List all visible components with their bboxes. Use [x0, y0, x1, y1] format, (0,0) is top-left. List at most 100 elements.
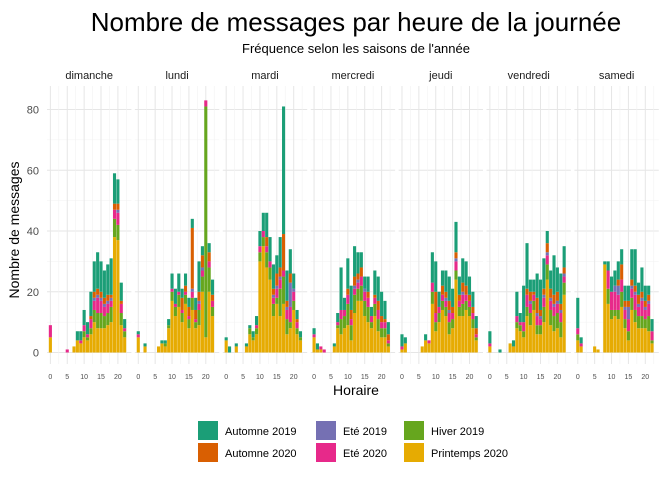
bar-mardi-h0-automne-2019	[224, 337, 228, 341]
bar-lundi-h15-printemps-2020	[187, 328, 191, 353]
bar-vendredi-h13-printemps-2020	[532, 309, 536, 353]
bar-vendredi-h20-automne-2019	[555, 267, 559, 292]
bar-samedi-h14-printemps-2020	[623, 328, 627, 353]
bar-mercredi-h16-printemps-2020	[366, 322, 370, 353]
bar-jeudi-h7-printemps-2020	[424, 340, 428, 353]
bar-samedi-h16-eté-2019	[630, 285, 634, 289]
bar-mercredi-h8-automne-2019	[339, 267, 343, 310]
x-tick-label: 10	[168, 374, 176, 381]
bar-jeudi-h0-eté-2020	[400, 346, 404, 350]
x-tick-label: 20	[378, 374, 386, 381]
bar-mardi-h10-automne-2019	[258, 231, 262, 247]
bar-mercredi-h18-eté-2020	[373, 297, 377, 304]
bar-dimanche-h22-printemps-2020	[123, 337, 127, 353]
bar-samedi-h20-automne-2019	[643, 285, 647, 301]
bar-dimanche-h8-printemps-2020	[75, 340, 79, 353]
bar-vendredi-h20-hiver-2019	[555, 313, 559, 329]
bar-vendredi-h8-eté-2020	[515, 316, 519, 323]
bar-jeudi-h10-hiver-2019	[434, 322, 438, 332]
bar-jeudi-h17-automne-2020	[457, 294, 461, 301]
bar-samedi-h11-hiver-2019	[613, 309, 617, 317]
bar-dimanche-h22-eté-2020	[123, 328, 127, 332]
bar-mardi-h19-automne-2019	[288, 249, 292, 274]
bar-jeudi-h22-automne-2019	[474, 316, 478, 329]
bar-vendredi-h0-printemps-2020	[488, 346, 492, 353]
bar-dimanche-h15-eté-2019	[99, 297, 103, 301]
bar-jeudi-h15-eté-2020	[451, 313, 455, 320]
bar-mardi-h15-printemps-2020	[275, 303, 279, 353]
bar-jeudi-h10-automne-2019	[434, 261, 438, 292]
bars-layer	[48, 100, 654, 353]
bar-mercredi-h19-eté-2020	[376, 309, 380, 320]
bar-vendredi-h19-eté-2020	[552, 306, 556, 317]
bar-vendredi-h10-hiver-2019	[522, 331, 526, 338]
bar-mercredi-h14-printemps-2020	[359, 300, 363, 353]
bar-mercredi-h9-automne-2019	[342, 297, 347, 310]
bar-jeudi-h15-automne-2019	[451, 288, 455, 307]
bar-samedi-h15-eté-2020	[626, 319, 630, 332]
bar-mercredi-h22-printemps-2020	[386, 346, 390, 353]
bar-mercredi-h9-printemps-2020	[342, 328, 347, 353]
bar-samedi-h15-hiver-2019	[626, 331, 630, 341]
bar-vendredi-h12-hiver-2019	[528, 313, 532, 326]
bar-samedi-h22-eté-2020	[650, 331, 654, 341]
bar-dimanche-h16-eté-2019	[102, 303, 106, 307]
bar-dimanche-h19-printemps-2020	[112, 237, 117, 353]
bar-samedi-h19-automne-2020	[640, 291, 644, 298]
bar-vendredi-h9-automne-2019	[518, 313, 522, 323]
y-tick-label: 80	[27, 105, 39, 117]
y-tick-label: 20	[27, 287, 39, 299]
bar-mercredi-h19-printemps-2020	[376, 331, 380, 353]
bar-jeudi-h6-printemps-2020	[420, 346, 424, 353]
bar-jeudi-h18-eté-2019	[461, 291, 465, 295]
bar-mercredi-h15-printemps-2020	[363, 316, 367, 353]
bar-lundi-h19-hiver-2019	[200, 276, 204, 292]
bar-vendredi-h11-automne-2020	[525, 288, 529, 295]
bar-mercredi-h12-printemps-2020	[353, 313, 357, 353]
bar-samedi-h19-printemps-2020	[640, 328, 644, 353]
bar-samedi-h16-hiver-2019	[630, 297, 634, 310]
bar-dimanche-h20-hiver-2019	[116, 224, 120, 241]
bar-jeudi-h18-automne-2019	[461, 258, 465, 283]
bar-mercredi-h18-automne-2020	[373, 294, 377, 298]
bar-vendredi-h9-hiver-2019	[518, 325, 522, 332]
bar-jeudi-h16-eté-2020	[454, 261, 458, 271]
bar-samedi-h20-eté-2020	[643, 309, 647, 320]
bar-samedi-h0-automne-2019	[576, 297, 580, 329]
bar-dimanche-h12-printemps-2020	[89, 334, 93, 353]
bar-vendredi-h11-eté-2020	[525, 294, 529, 307]
bar-vendredi-h19-automne-2019	[552, 255, 556, 295]
bar-vendredi-h21-printemps-2020	[559, 337, 563, 353]
x-tick-label: 10	[256, 374, 264, 381]
bar-jeudi-h11-eté-2020	[437, 306, 441, 314]
bar-vendredi-h12-automne-2020	[528, 291, 532, 301]
bar-mardi-h18-automne-2020	[285, 300, 289, 307]
bar-mardi-h17-automne-2019	[282, 106, 286, 235]
bar-samedi-h19-eté-2020	[640, 300, 644, 317]
bar-samedi-h21-eté-2020	[647, 303, 651, 317]
bar-lundi-h16-automne-2020	[190, 227, 194, 289]
bar-mercredi-h11-automne-2019	[349, 285, 353, 310]
bar-dimanche-h0-printemps-2020	[48, 337, 52, 353]
bar-jeudi-h12-hiver-2019	[440, 300, 445, 310]
bar-jeudi-h18-automne-2020	[461, 282, 465, 292]
bar-jeudi-h19-automne-2020	[464, 285, 468, 295]
legend-swatch	[198, 421, 218, 440]
bar-jeudi-h13-eté-2019	[444, 297, 448, 301]
bar-jeudi-h15-automne-2020	[451, 306, 455, 314]
x-tick-label: 0	[48, 374, 52, 381]
bar-jeudi-h14-automne-2020	[447, 300, 451, 310]
bar-mercredi-h13-automne-2019	[356, 252, 360, 274]
bar-mardi-h1-automne-2019	[227, 346, 232, 353]
x-tick-label: 5	[593, 374, 597, 381]
bar-mardi-h9-hiver-2019	[255, 328, 259, 335]
bar-mardi-h11-hiver-2019	[261, 237, 265, 247]
bar-mercredi-h7-eté-2020	[336, 322, 340, 326]
x-tick-label: 15	[97, 374, 105, 381]
bar-lundi-h18-printemps-2020	[197, 325, 201, 353]
bar-samedi-h9-printemps-2020	[606, 303, 610, 353]
bar-mardi-h12-hiver-2019	[265, 252, 269, 268]
bar-mardi-h15-eté-2020	[275, 288, 279, 298]
bar-mercredi-h21-automne-2020	[383, 319, 387, 323]
axis-layer: dimanche 0 5 10 15 20 lundi 0 5 10 15 20 mardi 0 5 10 15…	[27, 70, 650, 381]
